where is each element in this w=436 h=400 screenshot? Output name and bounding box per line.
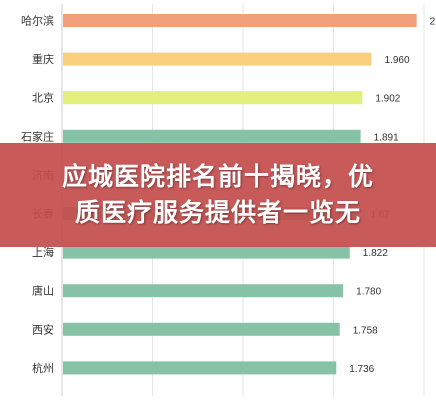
value-label: 1.736 — [349, 364, 374, 375]
banner-line-1: 应城医院排名前十揭晓，优 — [61, 162, 374, 191]
title-banner: 应城医院排名前十揭晓，优 质医疗服务提供者一览无 — [0, 143, 436, 247]
bar — [63, 284, 344, 298]
bar — [63, 322, 340, 336]
category-label: 重庆 — [32, 52, 54, 66]
category-label: 唐山 — [32, 284, 54, 298]
category-label: 杭州 — [32, 361, 54, 375]
value-label: 1.902 — [375, 94, 400, 105]
category-label: 石家庄 — [21, 129, 54, 143]
value-label: 2.247 — [430, 17, 436, 28]
bar — [63, 91, 363, 105]
category-label: 哈尔滨 — [21, 14, 54, 28]
bar — [63, 129, 361, 143]
value-label: 1.960 — [384, 55, 409, 66]
category-label: 北京 — [32, 91, 54, 105]
bar — [63, 14, 417, 27]
value-label: 1.822 — [363, 248, 388, 259]
value-label: 1.891 — [374, 132, 399, 143]
banner-line-2: 质医疗服务提供者一览无 — [74, 198, 361, 227]
bar — [63, 245, 350, 259]
bar — [63, 361, 337, 375]
category-label: 西安 — [32, 322, 54, 336]
bar — [63, 52, 372, 66]
category-label: 上海 — [32, 245, 54, 259]
value-label: 1.780 — [356, 287, 381, 298]
value-label: 1.758 — [353, 325, 378, 336]
